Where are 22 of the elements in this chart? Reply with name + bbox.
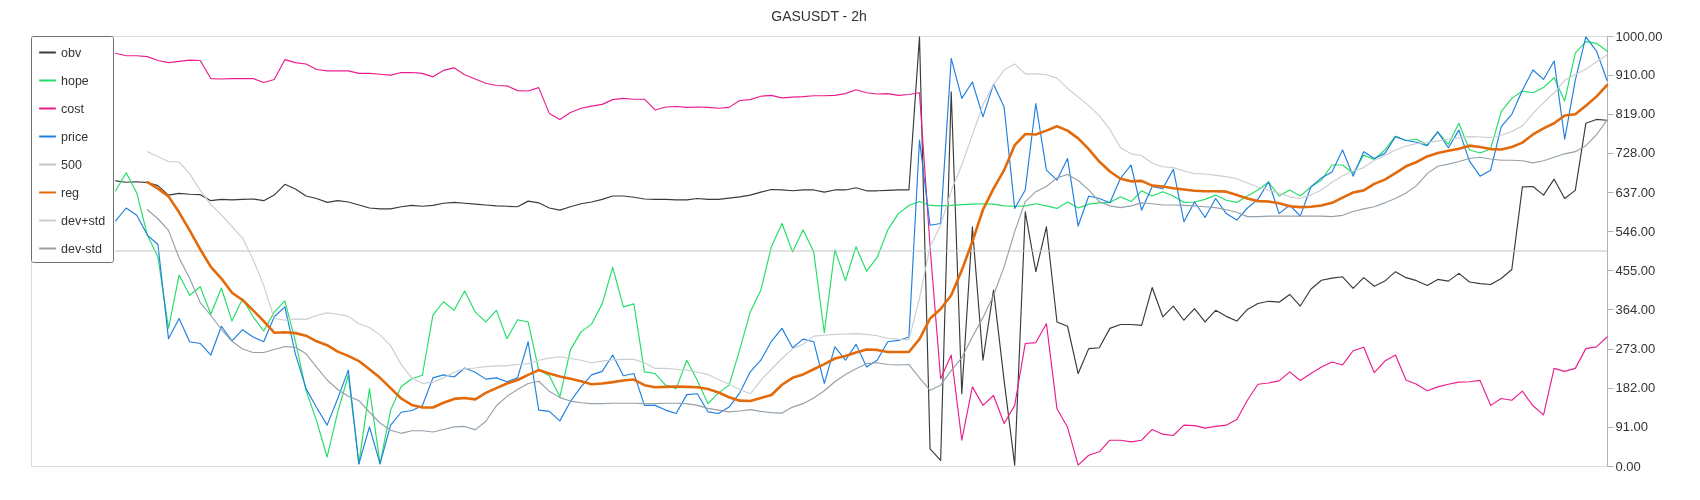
chart-title: GASUSDT - 2h bbox=[771, 8, 867, 24]
y-tick-label: 1000.00 bbox=[1615, 28, 1663, 44]
y-tick-label: 819.00 bbox=[1615, 106, 1656, 122]
line-series bbox=[146, 119, 1608, 434]
y-tick-label: 728.00 bbox=[1615, 145, 1656, 161]
y-tick-label: 273.00 bbox=[1615, 341, 1656, 357]
legend-label: reg bbox=[61, 185, 80, 200]
legend-label: 500 bbox=[61, 157, 82, 172]
y-tick-label: 910.00 bbox=[1615, 67, 1656, 83]
y-tick-label: 364.00 bbox=[1615, 301, 1656, 317]
y-tick-label: 637.00 bbox=[1615, 184, 1656, 200]
y-tick-label: 91.00 bbox=[1615, 419, 1649, 435]
legend-label: price bbox=[61, 129, 89, 144]
legend-label: dev+std bbox=[61, 213, 106, 228]
y-tick-label: 182.00 bbox=[1615, 380, 1656, 396]
y-tick-label: 455.00 bbox=[1615, 262, 1656, 278]
legend-label: hope bbox=[61, 73, 89, 88]
y-tick-label: 0.00 bbox=[1615, 458, 1641, 474]
legend-label: obv bbox=[61, 45, 82, 60]
legend-label: cost bbox=[61, 101, 85, 116]
legend-label: dev-std bbox=[61, 241, 103, 256]
y-tick-label: 546.00 bbox=[1615, 223, 1656, 239]
